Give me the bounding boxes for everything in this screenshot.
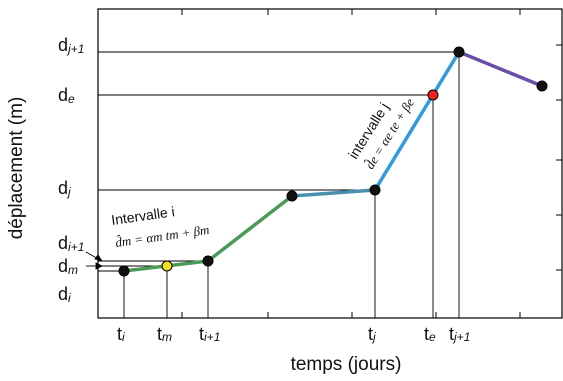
segment-rise (206, 194, 294, 263)
point-ti (118, 265, 130, 277)
label-arrows (85, 251, 104, 270)
x-labels: ti tm ti+1 tj te tj+1 (117, 324, 470, 344)
label-tm: tm (157, 324, 172, 344)
segment-interval-j (373, 50, 461, 192)
point-tj1 (453, 46, 465, 58)
y-labels: dj+1 de dj di+1 dm di (58, 35, 84, 305)
x-axis-title: temps (jours) (291, 354, 402, 375)
y-axis-title: déplacement (m) (6, 97, 27, 240)
label-ti: ti (117, 324, 125, 344)
interval-i-equation: d̂m = αm tm + βm (114, 222, 210, 250)
label-dm: dm (58, 256, 78, 277)
label-ti1: ti+1 (199, 324, 220, 344)
point-last (536, 80, 548, 92)
point-mid (286, 190, 298, 202)
label-di: di (58, 284, 71, 305)
point-ti1 (202, 255, 214, 267)
point-tj (369, 184, 381, 196)
horizontal-reference-lines (98, 51, 459, 272)
label-dj1: dj+1 (58, 35, 84, 56)
segment-plateau (290, 188, 377, 198)
label-dj: dj (58, 178, 71, 199)
vertical-reference-lines (123, 52, 460, 318)
segment-fall (457, 50, 544, 88)
label-tj1: tj+1 (449, 324, 470, 344)
right-ticks (556, 44, 562, 271)
data-points (118, 46, 548, 277)
point-te-estimate (427, 89, 439, 101)
label-di1: di+1 (58, 233, 84, 254)
point-tm-estimate (161, 260, 173, 272)
label-de: de (58, 85, 75, 106)
label-te: te (424, 324, 436, 344)
interval-i-title: Intervalle i (110, 203, 175, 228)
label-tj: tj (368, 324, 376, 344)
bottom-ticks (181, 312, 521, 318)
top-ticks (181, 9, 521, 15)
plot-frame (97, 8, 563, 319)
